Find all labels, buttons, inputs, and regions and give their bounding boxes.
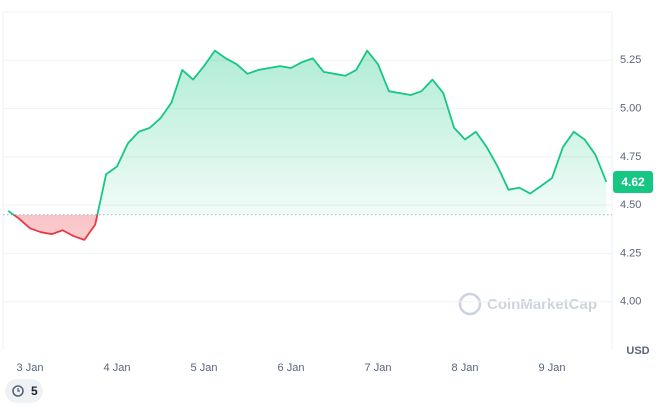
last-price-badge [613, 170, 653, 193]
y-tick-label: 4.00 [620, 296, 641, 308]
x-tick-label: 7 Jan [365, 362, 392, 374]
watermark: CoinMarketCap [458, 292, 597, 316]
last-price-label: 4.62 [621, 175, 645, 189]
y-tick-label: 4.25 [620, 247, 641, 259]
watermark-logo [458, 292, 482, 316]
y-tick-label: 5.25 [620, 54, 641, 66]
x-tick-label: 9 Jan [539, 362, 566, 374]
x-tick-label: 6 Jan [278, 362, 305, 374]
area [8, 50, 607, 240]
y-tick-label: 4.50 [620, 199, 641, 211]
x-tick-label: 4 Jan [104, 362, 131, 374]
x-tick-label: 3 Jan [17, 362, 44, 374]
y-tick-label: 5.00 [620, 102, 641, 114]
history-badge[interactable]: 5 [5, 379, 43, 403]
watermark-text: CoinMarketCap [487, 296, 597, 313]
x-tick-label: 8 Jan [452, 362, 479, 374]
badge-count[interactable]: 5 [31, 384, 38, 398]
unit-label: USD [626, 345, 649, 357]
price-line [7, 49, 608, 241]
x-tick-label: 5 Jan [191, 362, 218, 374]
clock-icon [12, 385, 24, 397]
y-tick-label: 4.75 [620, 151, 641, 163]
clock-hand [17, 388, 20, 392]
badge-bg[interactable] [5, 379, 43, 403]
